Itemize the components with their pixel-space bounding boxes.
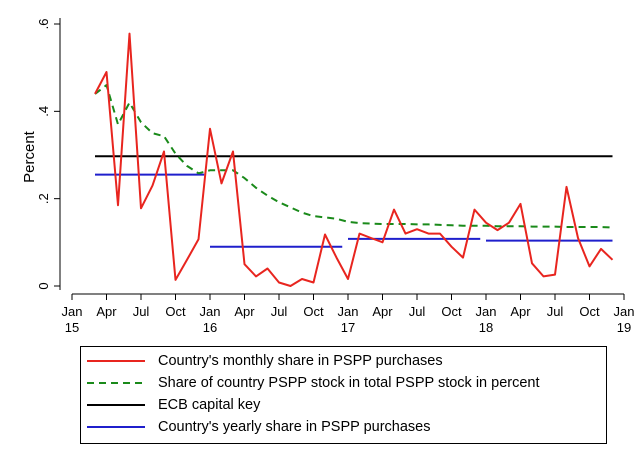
y-tick-label-3: .6 bbox=[36, 19, 51, 30]
series-monthly-share-line bbox=[94, 32, 614, 287]
x-tick-label-year-4: 16 bbox=[203, 320, 217, 335]
x-tick-label-6: Jul bbox=[271, 304, 288, 319]
legend-swatch-yearly-share bbox=[87, 426, 145, 428]
x-tick-label-11: Oct bbox=[441, 304, 462, 319]
x-tick-label-7: Oct bbox=[303, 304, 324, 319]
x-tick-label-9: Apr bbox=[372, 304, 393, 319]
legend: Country's monthly share in PSPP purchase… bbox=[80, 346, 607, 444]
x-tick-label-14: Jul bbox=[547, 304, 564, 319]
y-tick-label-1: .2 bbox=[36, 193, 51, 204]
legend-label-monthly-share: Country's monthly share in PSPP purchase… bbox=[158, 353, 443, 369]
legend-item-capital-key: ECB capital key bbox=[87, 395, 260, 415]
x-tick-label-0: Jan bbox=[62, 304, 83, 319]
x-tick-label-year-12: 18 bbox=[479, 320, 493, 335]
x-tick-label-12: Jan bbox=[476, 304, 497, 319]
legend-swatch-capital-key bbox=[87, 404, 145, 406]
x-tick-label-15: Oct bbox=[579, 304, 600, 319]
y-tick-label-0: 0 bbox=[36, 282, 51, 289]
legend-label-yearly-share: Country's yearly share in PSPP purchases bbox=[158, 419, 431, 435]
y-axis: 0 .2 .4 .6 bbox=[36, 18, 61, 290]
x-tick-label-3: Oct bbox=[165, 304, 186, 319]
legend-item-monthly-share: Country's monthly share in PSPP purchase… bbox=[87, 351, 443, 371]
legend-item-stock-share: Share of country PSPP stock in total PSP… bbox=[87, 373, 540, 393]
x-tick-label-8: Jan bbox=[338, 304, 359, 319]
x-tick-label-year-8: 17 bbox=[341, 320, 355, 335]
x-tick-label-16: Jan bbox=[614, 304, 635, 319]
legend-label-stock-share: Share of country PSPP stock in total PSP… bbox=[158, 375, 540, 391]
x-tick-label-year-16: 19 bbox=[617, 320, 631, 335]
x-tick-label-4: Jan bbox=[200, 304, 221, 319]
legend-item-yearly-share: Country's yearly share in PSPP purchases bbox=[87, 417, 431, 437]
legend-label-capital-key: ECB capital key bbox=[158, 397, 261, 413]
y-axis-title: Percent bbox=[21, 130, 38, 183]
x-tick-label-2: Jul bbox=[133, 304, 150, 319]
x-tick-label-year-0: 15 bbox=[65, 320, 79, 335]
x-tick-label-1: Apr bbox=[96, 304, 117, 319]
x-tick-label-13: Apr bbox=[510, 304, 531, 319]
legend-swatch-stock-share bbox=[87, 382, 145, 384]
plot-area bbox=[94, 32, 614, 287]
x-tick-label-5: Apr bbox=[234, 304, 255, 319]
y-tick-label-2: .4 bbox=[36, 106, 51, 117]
legend-swatch-monthly-share bbox=[87, 360, 145, 362]
x-tick-label-10: Jul bbox=[409, 304, 426, 319]
series-stock-share-line bbox=[94, 84, 613, 229]
